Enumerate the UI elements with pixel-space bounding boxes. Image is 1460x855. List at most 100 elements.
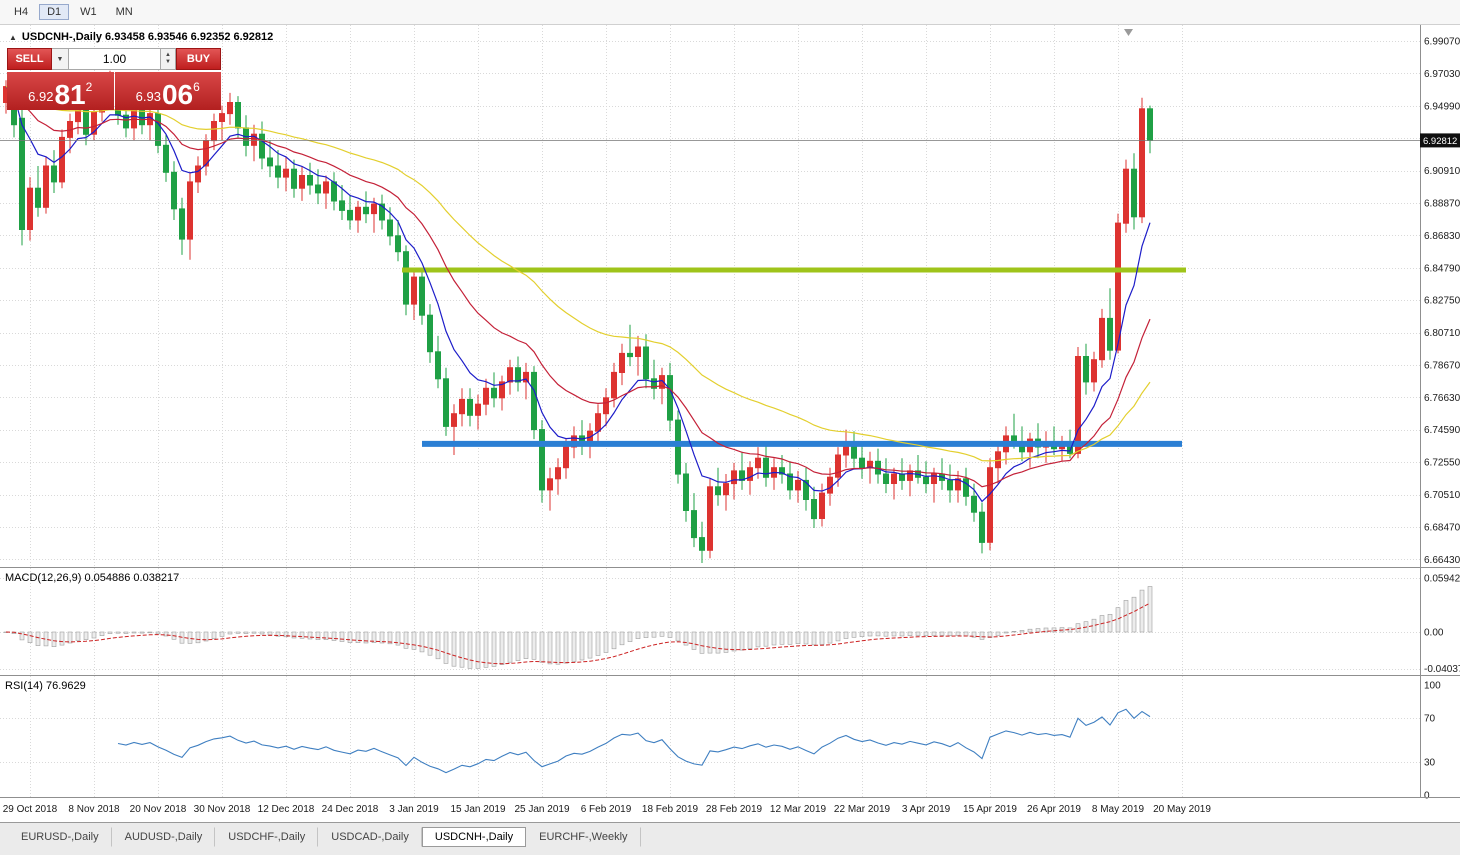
macd-histogram-bar [363, 631, 369, 644]
price-scale[interactable]: 6.99070 6.97030 6.94990 6.90910 6.88870 6.868… [1424, 37, 1460, 802]
macd-histogram-bar [51, 631, 57, 647]
candle [539, 429, 545, 491]
price-scale-label: 6.68470 [1424, 522, 1460, 533]
candle [211, 121, 217, 142]
macd-histogram-bar [731, 631, 737, 652]
timeframe-button-mn[interactable]: MN [108, 4, 141, 20]
symbol-ohlc-text: USDCNH-,Daily 6.93458 6.93546 6.92352 6.… [21, 31, 274, 43]
candle [227, 102, 233, 115]
candle [443, 378, 449, 427]
macd-histogram-bar [1027, 628, 1033, 633]
candle [19, 117, 25, 230]
macd-histogram-bar [203, 631, 209, 642]
price-scale-label: 6.86830 [1424, 231, 1460, 242]
price-scale-label: 6.90910 [1424, 166, 1460, 177]
date-axis-label: 18 Feb 2019 [642, 804, 699, 815]
macd-histogram-bar [579, 631, 585, 661]
spin-down-icon[interactable]: ▼ [165, 59, 171, 65]
macd-histogram-bar [107, 631, 113, 634]
macd-histogram-bar [355, 631, 361, 643]
macd-histogram-bar [507, 631, 513, 663]
macd-histogram-bar [691, 631, 697, 650]
macd-histogram-bar [531, 631, 537, 660]
candle [195, 165, 201, 183]
chart-area[interactable]: 29 Oct 2018 8 Nov 2018 20 Nov 2018 30 Nov 2… [0, 25, 1460, 822]
date-axis-label: 15 Jan 2019 [450, 804, 505, 815]
candle [891, 473, 897, 484]
candle [611, 371, 617, 399]
macd-histogram-bar [1147, 586, 1153, 633]
macd-histogram-bar [587, 631, 593, 659]
date-axis-label: 8 May 2019 [1092, 804, 1145, 815]
macd-histogram-bar [27, 631, 33, 643]
candle [411, 276, 417, 305]
candle [619, 352, 625, 373]
candle [507, 367, 513, 383]
candle [171, 171, 177, 210]
candle [1131, 168, 1137, 218]
candle [259, 133, 265, 159]
macd-scale-label: -0.040371 [1424, 664, 1460, 675]
candle [699, 537, 705, 551]
candle [835, 454, 841, 478]
macd-histogram-bar [755, 631, 761, 648]
candle [267, 157, 273, 167]
macd-histogram-bar [187, 631, 193, 644]
candle [387, 219, 393, 237]
candle [923, 476, 929, 485]
timeframe-button-w1[interactable]: W1 [72, 4, 105, 20]
candle [947, 479, 953, 491]
macd-histogram-bar [979, 631, 985, 640]
macd-histogram-bar [155, 631, 161, 635]
tab-usdcnh-daily[interactable]: USDCNH-,Daily [421, 827, 527, 847]
candle [875, 460, 881, 475]
macd-histogram-bar [1003, 631, 1009, 634]
candle [683, 473, 689, 511]
buy-price-sup: 6 [193, 80, 200, 94]
shift-end-marker[interactable] [1124, 29, 1133, 36]
macd-histogram-bar [603, 631, 609, 653]
tab-eurusd-daily[interactable]: EURUSD-,Daily [8, 827, 112, 847]
macd-histogram-bar [771, 631, 777, 646]
tab-usdcad-daily[interactable]: USDCAD-,Daily [318, 827, 422, 847]
macd-histogram-bar [259, 631, 265, 635]
spin-up-icon[interactable]: ▲ [165, 52, 171, 58]
candle [355, 206, 361, 221]
candle [595, 413, 601, 432]
rsi-scale-label: 30 [1424, 758, 1436, 769]
trend-lines[interactable] [402, 267, 1186, 447]
macd-histogram-bar [683, 631, 689, 646]
timeframe-button-h4[interactable]: H4 [6, 4, 36, 20]
macd-histogram-bar [539, 631, 545, 663]
macd-histogram-bar [283, 631, 289, 638]
macd-histogram-bar [699, 631, 705, 654]
macd-histogram-bar [163, 631, 169, 637]
buy-button[interactable]: BUY [176, 48, 221, 70]
lot-spinner[interactable]: ▲ ▼ [161, 48, 176, 70]
timeframe-button-d1[interactable]: D1 [39, 4, 70, 20]
buy-price-panel[interactable]: 6.93 06 6 [114, 72, 221, 110]
rsi-scale-label: 100 [1424, 681, 1441, 692]
price-scale-label: 6.97030 [1424, 69, 1460, 80]
current-price-tag [1420, 133, 1460, 148]
lot-size-input[interactable] [69, 48, 161, 70]
sell-price-panel[interactable]: 6.92 81 2 [7, 72, 114, 110]
macd-histogram-bar [35, 631, 41, 646]
candle [659, 375, 665, 389]
price-scale-label: 6.84790 [1424, 263, 1460, 274]
macd-histogram-bar [451, 631, 457, 667]
date-axis-label: 20 Nov 2018 [130, 804, 187, 815]
macd-histogram-bar [235, 631, 241, 634]
sell-button[interactable]: SELL [7, 48, 52, 70]
tab-audusd-daily[interactable]: AUDUSD-,Daily [112, 827, 216, 847]
candle [379, 203, 385, 221]
collapse-icon[interactable]: ▲ [9, 32, 17, 42]
order-type-dropdown[interactable]: ▼ [52, 48, 69, 70]
candle [635, 346, 641, 357]
moving-averages [5, 86, 1151, 503]
tab-eurchf-weekly[interactable]: EURCHF-,Weekly [526, 827, 641, 847]
symbol-tabbar: EURUSD-,Daily AUDUSD-,Daily USDCHF-,Daily U… [0, 822, 1460, 855]
tab-usdchf-daily[interactable]: USDCHF-,Daily [215, 827, 319, 847]
chart-canvas[interactable]: 29 Oct 2018 8 Nov 2018 20 Nov 2018 30 Nov 2… [0, 25, 1460, 822]
candle [251, 133, 257, 146]
